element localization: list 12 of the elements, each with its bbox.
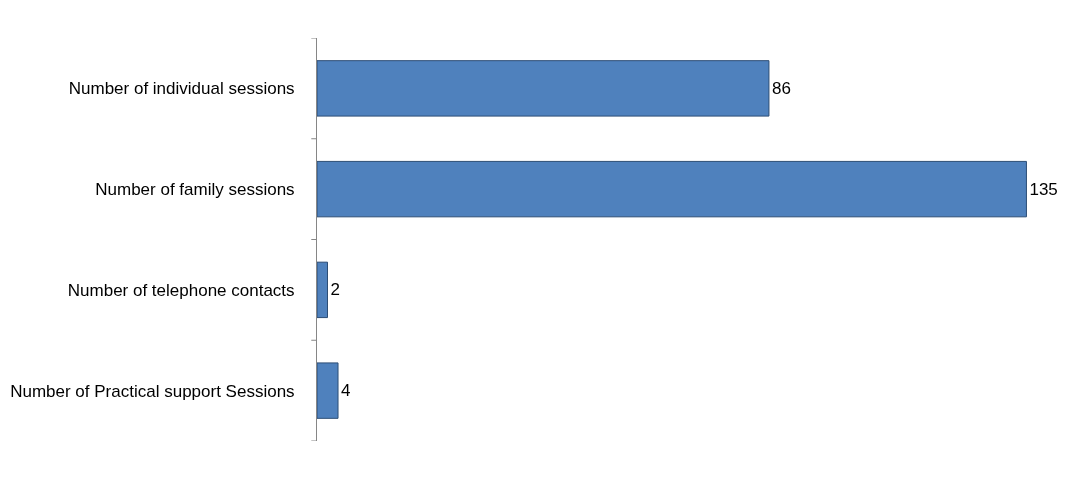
y-tick-label: Number of family sessions	[95, 180, 295, 200]
bar	[317, 160, 1027, 218]
data-label: 2	[330, 280, 340, 300]
bar	[317, 261, 329, 319]
data-label: 4	[341, 381, 351, 401]
data-label: 86	[771, 78, 791, 98]
y-tick-label: Number of individual sessions	[68, 79, 295, 99]
bar	[317, 362, 339, 419]
y-tick-label: Number of Practical support Sessions	[10, 381, 295, 401]
bar	[317, 60, 770, 117]
data-label: 135	[1029, 179, 1058, 199]
y-tick-label: Number of telephone contacts	[67, 280, 295, 300]
